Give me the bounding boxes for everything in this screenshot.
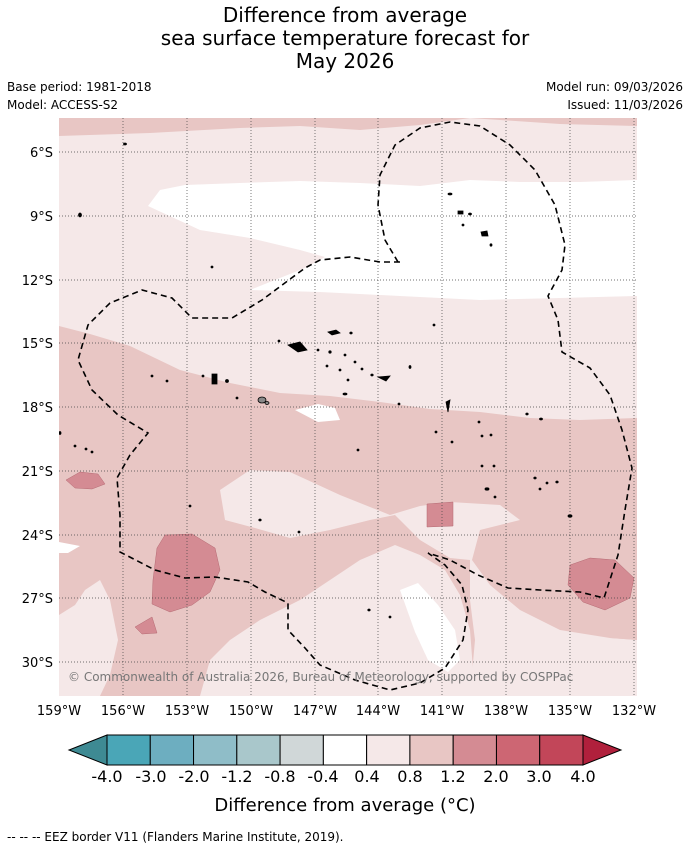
map-area: © Commonwealth of Australia 2026, Bureau… xyxy=(59,118,637,696)
copyright-text: © Commonwealth of Australia 2026, Bureau… xyxy=(68,670,573,684)
lat-label: 24°S xyxy=(22,529,53,544)
colorbar-segment xyxy=(366,734,411,766)
colorbar-tick-label: -0.4 xyxy=(307,767,338,786)
colorbar: -4.0 -3.0 -2.0 -1.2 -0.8 -0.4 0.4 0.8 1.… xyxy=(67,734,623,816)
lat-label: 12°S xyxy=(22,274,53,289)
eez-footnote: -- -- -- EEZ border V11 (Flanders Marine… xyxy=(7,830,344,844)
lon-label: 135°W xyxy=(548,704,592,719)
colorbar-segment xyxy=(539,734,584,766)
colorbar-tick-labels: -4.0 -3.0 -2.0 -1.2 -0.8 -0.4 0.4 0.8 1.… xyxy=(91,767,595,786)
neutral-patch-west xyxy=(59,542,80,553)
colorbar-left-arrow xyxy=(67,734,108,766)
lat-label: 30°S xyxy=(22,656,53,671)
colorbar-tick-label: -2.0 xyxy=(178,767,209,786)
lon-label: 153°W xyxy=(165,704,209,719)
colorbar-tick-label: -4.0 xyxy=(91,767,122,786)
anomaly-fill-south-light xyxy=(200,545,475,696)
anomaly-patch-small-southwest xyxy=(134,616,158,635)
anomaly-patch-southwest xyxy=(151,533,221,613)
neutral-patch-central xyxy=(295,404,340,422)
lat-label: 15°S xyxy=(22,337,53,352)
issued-date: Issued: 11/03/2026 xyxy=(567,98,683,112)
lon-label: 138°W xyxy=(484,704,528,719)
colorbar-segment xyxy=(236,734,281,766)
colorbar-tick-label: 0.8 xyxy=(397,767,422,786)
lat-label: 27°S xyxy=(22,592,53,607)
colorbar-title: Difference from average (°C) xyxy=(214,795,475,816)
gridlines xyxy=(59,118,637,696)
colorbar-segments xyxy=(106,734,584,766)
colorbar-segment xyxy=(495,734,541,766)
colorbar-segment xyxy=(193,734,238,766)
longitude-labels: 159°W 156°W 153°W 150°W 147°W 144°W 141°… xyxy=(37,704,656,719)
colorbar-tick-label: 1.2 xyxy=(440,767,465,786)
lon-label: 141°W xyxy=(420,704,464,719)
colorbar-segment xyxy=(279,734,324,766)
colorbar-segment xyxy=(106,734,151,766)
colorbar-tick-label: -1.2 xyxy=(221,767,252,786)
colorbar-tick-label: 3.0 xyxy=(526,767,551,786)
colorbar-segment xyxy=(409,734,454,766)
lon-label: 156°W xyxy=(101,704,145,719)
anomaly-fill-southwest-light xyxy=(59,580,118,696)
anomaly-fill-top-band xyxy=(59,118,637,136)
title-line-3: May 2026 xyxy=(295,49,395,73)
colorbar-tick-label: 4.0 xyxy=(570,767,595,786)
meta-right: Model run: 09/03/2026 Issued: 11/03/2026 xyxy=(546,78,683,114)
base-period: Base period: 1981-2018 xyxy=(7,80,152,94)
colorbar-tick-label: 0.4 xyxy=(354,767,379,786)
title-line-2: sea surface temperature forecast for xyxy=(160,26,530,50)
colorbar-segment xyxy=(149,734,195,766)
lat-label: 18°S xyxy=(22,401,53,416)
model-run: Model run: 09/03/2026 xyxy=(545,80,683,94)
model-name: Model: ACCESS-S2 xyxy=(7,98,119,112)
lon-label: 150°W xyxy=(229,704,273,719)
map-title: Difference from average sea surface temp… xyxy=(0,4,690,73)
lon-label: 144°W xyxy=(356,704,400,719)
islands xyxy=(59,142,573,619)
lat-label: 21°S xyxy=(22,465,53,480)
neutral-patch-south xyxy=(400,583,460,672)
eez-borders xyxy=(77,121,633,691)
lat-label: 9°S xyxy=(30,210,53,225)
meta-left: Base period: 1981-2018 Model: ACCESS-S2 xyxy=(7,78,152,114)
anomaly-patch-central-east xyxy=(426,501,454,528)
title-line-1: Difference from average xyxy=(222,3,468,27)
neutral-region-north xyxy=(148,180,637,300)
lat-label: 6°S xyxy=(30,146,53,161)
lon-label: 132°W xyxy=(612,704,656,719)
colorbar-segment xyxy=(452,734,497,766)
colorbar-tick-label: -3.0 xyxy=(135,767,166,786)
anomaly-fill-mid xyxy=(59,326,637,696)
anomaly-patch-west xyxy=(65,471,106,490)
colorbar-right-arrow xyxy=(582,734,623,766)
lon-label: 159°W xyxy=(37,704,81,719)
colorbar-tick-label: -0.8 xyxy=(264,767,295,786)
latitude-labels: 6°S 9°S 12°S 15°S 18°S 21°S 24°S 27°S 30… xyxy=(22,146,53,671)
lon-label: 147°W xyxy=(293,704,337,719)
colorbar-segment xyxy=(322,734,368,766)
colorbar-tick-label: 2.0 xyxy=(483,767,508,786)
